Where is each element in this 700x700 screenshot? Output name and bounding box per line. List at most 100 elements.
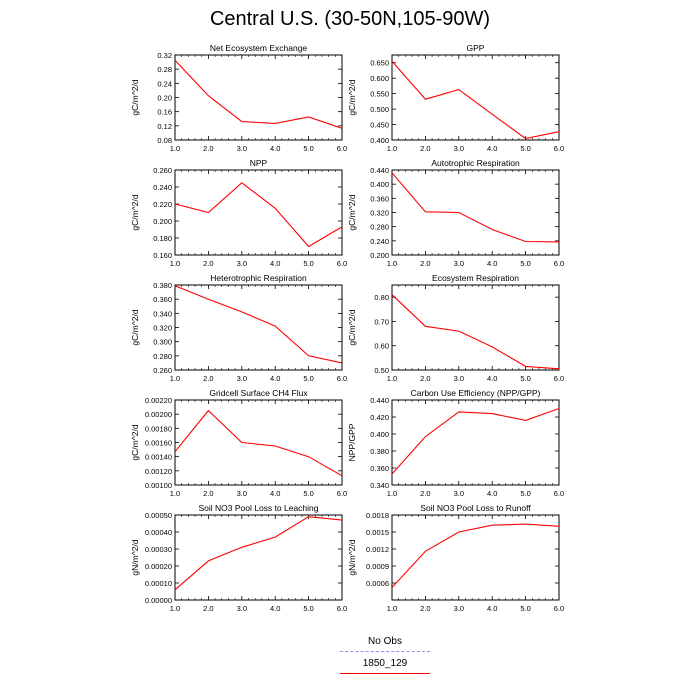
legend-label-model: 1850_129 <box>362 658 408 669</box>
y-tick-label: 0.16 <box>157 108 172 117</box>
x-tick-label: 5.0 <box>303 604 313 613</box>
x-tick-label: 1.0 <box>170 604 180 613</box>
plot-frame <box>391 514 560 601</box>
panel-3: Autotrophic Respiration gC/m^2/d 1.0 2.0 3.0… <box>347 158 564 268</box>
series-line <box>174 409 343 477</box>
y-tick-label: 0.280 <box>370 223 389 232</box>
x-tick-label: 6.0 <box>554 374 564 383</box>
y-tick-label: 0.280 <box>153 352 172 361</box>
legend-entry-no-obs: No Obs <box>340 636 430 658</box>
x-tick-label: 1.0 <box>387 144 397 153</box>
y-axis-label: gN/m^2/d <box>130 539 140 575</box>
panel-title: Soil NO3 Pool Loss to Runoff <box>420 503 531 513</box>
panel-4: Heterotrophic Respiration gC/m^2/d 1.0 2.0 3… <box>130 273 347 383</box>
x-tick-label: 3.0 <box>454 374 464 383</box>
y-tick-label: 0.00020 <box>145 562 172 571</box>
panel-0: Net Ecosystem Exchange gC/m^2/d 1.0 2.0 3.0 4… <box>130 43 347 153</box>
y-tick-label: 0.320 <box>370 209 389 218</box>
y-tick-label: 0.50 <box>374 366 389 375</box>
legend-line-no-obs <box>340 651 430 652</box>
y-tick-label: 0.550 <box>370 90 389 99</box>
panel-6: Gridcell Surface CH4 Flux gC/m^2/d 1.0 2.0 3… <box>130 388 347 498</box>
y-tick-label: 0.00100 <box>145 481 172 490</box>
x-tick-label: 6.0 <box>337 144 347 153</box>
x-tick-label: 1.0 <box>387 259 397 268</box>
panel-9: Soil NO3 Pool Loss to Runoff gN/m^2/d 1.0 2… <box>347 503 564 613</box>
y-tick-label: 0.0018 <box>366 511 389 520</box>
x-tick-label: 1.0 <box>170 144 180 153</box>
x-tick-label: 4.0 <box>270 144 280 153</box>
y-tick-label: 0.260 <box>153 366 172 375</box>
x-tick-label: 5.0 <box>520 489 530 498</box>
y-tick-label: 0.32 <box>157 51 172 60</box>
y-tick-label: 0.240 <box>370 237 389 246</box>
y-tick-label: 0.00160 <box>145 439 172 448</box>
x-tick-label: 4.0 <box>270 489 280 498</box>
series-line <box>391 172 560 243</box>
y-tick-label: 0.650 <box>370 59 389 68</box>
y-tick-label: 0.440 <box>370 396 389 405</box>
x-tick-label: 2.0 <box>203 259 213 268</box>
y-tick-label: 0.380 <box>370 447 389 456</box>
x-tick-label: 5.0 <box>520 259 530 268</box>
series-line <box>174 182 343 248</box>
x-tick-label: 6.0 <box>554 144 564 153</box>
y-tick-label: 0.160 <box>153 251 172 260</box>
x-tick-label: 1.0 <box>170 259 180 268</box>
figure-title: Central U.S. (30-50N,105-90W) <box>209 8 491 30</box>
y-tick-label: 0.80 <box>374 293 389 302</box>
x-tick-label: 3.0 <box>454 259 464 268</box>
y-axis-label: NPP/GPP <box>347 423 357 461</box>
y-tick-label: 0.0015 <box>366 528 389 537</box>
x-tick-label: 5.0 <box>303 259 313 268</box>
legend-entry-model: 1850_129 <box>340 658 430 680</box>
series-line <box>391 523 560 588</box>
panel-5: Ecosystem Respiration gC/m^2/d 1.0 2.0 3.0 4.… <box>347 273 564 383</box>
y-tick-label: 0.0009 <box>366 562 389 571</box>
y-tick-label: 0.00040 <box>145 528 172 537</box>
panel-title: Soil NO3 Pool Loss to Leaching <box>198 503 318 513</box>
y-tick-label: 0.300 <box>153 338 172 347</box>
x-tick-label: 3.0 <box>237 144 247 153</box>
x-tick-label: 4.0 <box>487 374 497 383</box>
panel-title: Gridcell Surface CH4 Flux <box>209 388 308 398</box>
legend-line-model <box>340 673 430 674</box>
y-tick-label: 0.200 <box>370 251 389 260</box>
y-tick-label: 0.60 <box>374 342 389 351</box>
y-tick-label: 0.340 <box>370 481 389 490</box>
x-tick-label: 4.0 <box>487 604 497 613</box>
x-tick-label: 1.0 <box>387 374 397 383</box>
x-tick-label: 2.0 <box>420 144 430 153</box>
x-tick-label: 3.0 <box>454 604 464 613</box>
y-axis-label: gC/m^2/d <box>347 79 357 115</box>
y-tick-label: 0.400 <box>370 430 389 439</box>
panel-1: GPP gC/m^2/d 1.0 2.0 3.0 4.0 5.0 6.0 0.400 0.450 0… <box>347 43 564 153</box>
x-tick-label: 2.0 <box>420 259 430 268</box>
x-tick-label: 6.0 <box>337 489 347 498</box>
legend-label-no-obs: No Obs <box>368 636 402 647</box>
y-tick-label: 0.0012 <box>366 545 389 554</box>
x-tick-label: 5.0 <box>520 604 530 613</box>
x-tick-label: 5.0 <box>303 489 313 498</box>
y-tick-label: 0.00220 <box>145 396 172 405</box>
y-tick-label: 0.200 <box>153 217 172 226</box>
y-tick-label: 0.340 <box>153 309 172 318</box>
x-tick-label: 3.0 <box>454 489 464 498</box>
series-line <box>391 60 560 140</box>
y-tick-label: 0.00200 <box>145 410 172 419</box>
x-tick-label: 3.0 <box>454 144 464 153</box>
y-tick-label: 0.00180 <box>145 424 172 433</box>
x-tick-label: 4.0 <box>487 144 497 153</box>
y-tick-label: 0.380 <box>153 281 172 290</box>
series-line <box>391 407 560 475</box>
panel-title: Ecosystem Respiration <box>432 273 519 283</box>
x-tick-label: 2.0 <box>420 489 430 498</box>
y-tick-label: 0.180 <box>153 234 172 243</box>
y-tick-label: 0.450 <box>370 121 389 130</box>
panel-7: Carbon Use Efficiency (NPP/GPP) NPP/GPP 1.… <box>347 388 564 498</box>
y-tick-label: 0.360 <box>153 295 172 304</box>
x-tick-label: 3.0 <box>237 489 247 498</box>
plot-frame <box>174 169 343 256</box>
y-tick-label: 0.12 <box>157 122 172 131</box>
